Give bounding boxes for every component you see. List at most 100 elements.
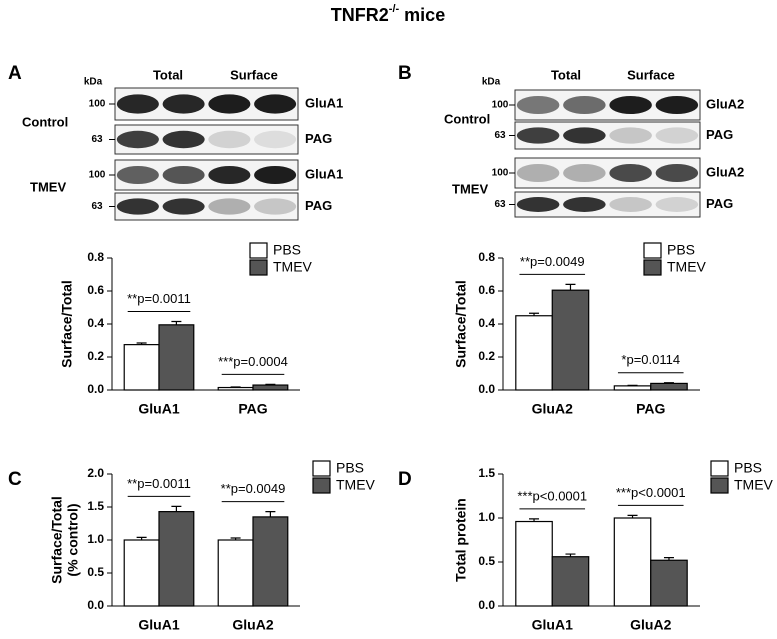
bar xyxy=(123,344,160,391)
blot-band xyxy=(655,96,699,114)
legend-label: TMEV xyxy=(336,477,376,493)
blot-band xyxy=(609,127,652,144)
bar xyxy=(252,516,289,607)
mw-label: 100 xyxy=(492,168,509,179)
blot-band xyxy=(208,166,251,184)
column-header: Total xyxy=(551,67,581,82)
error-bar xyxy=(265,383,276,386)
significance-label: **p=0.0011 xyxy=(127,291,191,306)
y-tick-label: 0.0 xyxy=(478,382,495,396)
bar xyxy=(123,539,160,607)
x-tick-label: GluA1 xyxy=(138,401,179,417)
error-bar xyxy=(230,537,241,540)
legend-swatch xyxy=(312,460,331,477)
mw-label: 63 xyxy=(91,201,103,212)
blot-band xyxy=(254,94,297,114)
protein-label: PAG xyxy=(706,127,733,142)
legend-label: TMEV xyxy=(734,477,774,493)
significance-label: **p=0.0049 xyxy=(221,481,286,496)
y-tick-label: 0.0 xyxy=(87,598,104,612)
mw-label: 100 xyxy=(89,170,106,181)
error-bar xyxy=(529,312,540,316)
legend-swatch xyxy=(643,259,662,276)
blot-band xyxy=(563,127,606,144)
y-tick-label: 0.6 xyxy=(478,283,495,297)
error-bar xyxy=(265,511,276,517)
y-tick-label: 0.2 xyxy=(87,349,104,363)
panel-letter: D xyxy=(398,469,412,490)
bar xyxy=(613,385,652,391)
bar xyxy=(158,511,195,607)
title-base: TNFR2 xyxy=(331,5,389,25)
panel-letter: B xyxy=(398,63,412,84)
blot-band xyxy=(563,164,606,182)
group-label: TMEV xyxy=(30,179,66,194)
column-header: Surface xyxy=(230,67,278,82)
x-tick-label: GluA2 xyxy=(532,401,573,417)
legend-swatch xyxy=(710,477,729,494)
legend-label: PBS xyxy=(667,242,695,258)
legend-swatch xyxy=(643,242,662,259)
protein-label: PAG xyxy=(706,196,733,211)
group-label: Control xyxy=(444,111,490,126)
bar xyxy=(613,517,652,607)
blot-band xyxy=(116,198,159,215)
error-bar xyxy=(565,553,576,557)
blot-band xyxy=(116,94,159,114)
y-tick-label: 1.5 xyxy=(87,499,104,513)
x-tick-label: GluA1 xyxy=(138,617,179,633)
y-tick-label: 0.5 xyxy=(478,554,495,568)
x-tick-label: PAG xyxy=(238,401,267,417)
significance-label: ***p=0.0004 xyxy=(218,354,288,369)
protein-label: GluA1 xyxy=(305,166,343,181)
legend-label: PBS xyxy=(734,460,762,476)
error-bar xyxy=(171,320,182,325)
y-axis-title: Surface/Total xyxy=(453,280,469,368)
error-bar xyxy=(663,382,674,384)
error-bar xyxy=(627,514,638,518)
blot-band xyxy=(116,166,159,184)
x-tick-label: PAG xyxy=(636,401,665,417)
y-axis-title: Surface/Total xyxy=(49,496,65,584)
bar xyxy=(515,315,553,391)
y-tick-label: 0.5 xyxy=(87,565,104,579)
blot-band xyxy=(162,166,205,184)
y-tick-label: 0.6 xyxy=(87,283,104,297)
error-bar xyxy=(565,283,576,291)
x-tick-label: GluA1 xyxy=(532,617,573,633)
bar xyxy=(650,559,688,607)
blot-band xyxy=(162,94,205,114)
mw-label: 100 xyxy=(89,99,106,110)
y-tick-label: 0.0 xyxy=(87,382,104,396)
legend-label: PBS xyxy=(336,460,364,476)
group-label: TMEV xyxy=(452,181,488,196)
blot-band xyxy=(254,198,297,215)
y-tick-label: 2.0 xyxy=(87,466,104,480)
panel-letter: C xyxy=(8,469,22,490)
y-axis-title: Total protein xyxy=(453,498,469,582)
column-header: Surface xyxy=(627,67,675,82)
protein-label: GluA2 xyxy=(706,164,744,179)
error-bar xyxy=(136,342,147,345)
mw-label: 63 xyxy=(494,199,506,210)
blot-band xyxy=(655,164,699,182)
mw-label: 63 xyxy=(494,130,506,141)
error-bar xyxy=(171,505,182,512)
protein-label: GluA2 xyxy=(706,96,744,111)
kda-label: kDa xyxy=(84,77,103,88)
mw-label: 63 xyxy=(91,134,103,145)
panel-letter: A xyxy=(8,63,22,84)
y-tick-label: 0.4 xyxy=(87,316,104,330)
significance-label: ***p<0.0001 xyxy=(616,485,686,500)
blot-band xyxy=(563,197,606,212)
error-bar xyxy=(136,536,147,540)
legend-swatch xyxy=(249,242,268,259)
blot-band xyxy=(208,198,251,215)
y-tick-label: 1.0 xyxy=(478,510,495,524)
blot-band xyxy=(208,130,251,149)
blot-band xyxy=(609,164,652,182)
protein-label: GluA1 xyxy=(305,95,343,110)
protein-label: PAG xyxy=(305,198,332,213)
bar xyxy=(217,539,254,607)
blot-band xyxy=(254,166,297,184)
